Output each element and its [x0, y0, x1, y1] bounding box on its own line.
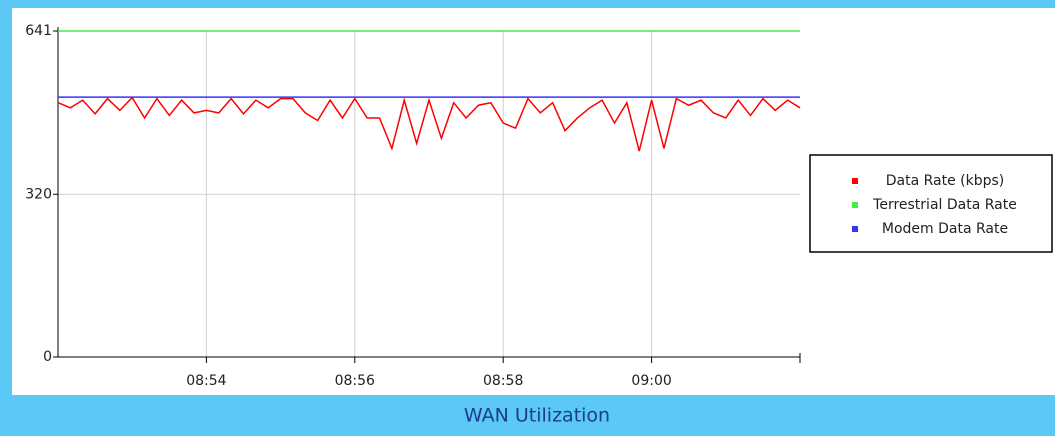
x-tick-label: 09:00 — [631, 373, 671, 389]
chart-title: WAN Utilization — [464, 405, 610, 427]
legend — [809, 154, 1053, 253]
x-tick-label: 08:58 — [483, 373, 523, 389]
legend-swatch — [852, 178, 858, 184]
y-tick-label: 0 — [43, 349, 52, 365]
x-tick-label: 08:56 — [335, 373, 375, 389]
legend-swatch — [852, 226, 858, 232]
series-line — [57, 96, 801, 152]
legend-swatch — [852, 202, 858, 208]
legend-label: Modem Data Rate — [882, 221, 1008, 237]
x-tick-label: 08:54 — [186, 373, 226, 389]
y-tick-label: 641 — [25, 23, 52, 39]
legend-label: Terrestrial Data Rate — [872, 197, 1017, 213]
y-tick-label: 320 — [25, 186, 52, 202]
legend-label: Data Rate (kbps) — [886, 173, 1005, 189]
